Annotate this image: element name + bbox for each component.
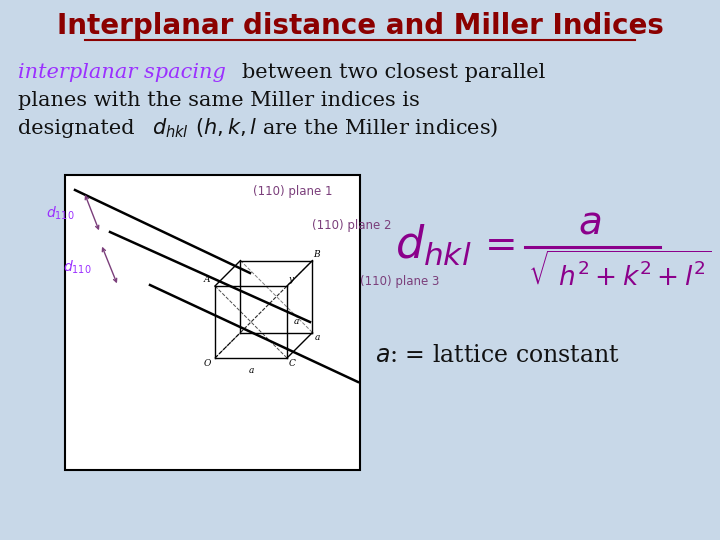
Text: $d_{110}$: $d_{110}$ <box>63 258 92 276</box>
Text: $d_{hkl}$: $d_{hkl}$ <box>395 222 472 268</box>
Text: O: O <box>203 360 211 368</box>
Text: $d_{110}$: $d_{110}$ <box>46 204 75 222</box>
Text: $\sqrt{\ h^2 + k^2 + l^2}$: $\sqrt{\ h^2 + k^2 + l^2}$ <box>528 252 711 291</box>
Text: planes with the same Miller indices is: planes with the same Miller indices is <box>18 91 420 110</box>
Bar <box>65 175 360 470</box>
Text: (110) plane 1: (110) plane 1 <box>253 186 333 199</box>
Text: $(h, k, l$ are the Miller indices): $(h, k, l$ are the Miller indices) <box>195 117 498 139</box>
Text: designated: designated <box>18 118 135 138</box>
Text: C: C <box>289 359 295 368</box>
Text: a: a <box>294 318 300 327</box>
Text: between two closest parallel: between two closest parallel <box>242 63 545 82</box>
Text: B: B <box>313 250 320 259</box>
Text: A: A <box>204 275 210 285</box>
Text: y: y <box>289 275 294 285</box>
Text: a: a <box>248 366 253 375</box>
Text: $d_{hkl}$: $d_{hkl}$ <box>152 116 189 140</box>
Text: Interplanar distance and Miller Indices: Interplanar distance and Miller Indices <box>57 12 663 40</box>
Text: $a$: $a$ <box>578 205 602 241</box>
Text: =: = <box>485 228 518 266</box>
Text: a: a <box>315 333 320 342</box>
Text: (110) plane 2: (110) plane 2 <box>312 219 392 233</box>
Text: interplanar spacing: interplanar spacing <box>18 63 226 82</box>
Text: $a$: = lattice constant: $a$: = lattice constant <box>375 343 620 367</box>
Text: (110) plane 3: (110) plane 3 <box>360 275 439 288</box>
